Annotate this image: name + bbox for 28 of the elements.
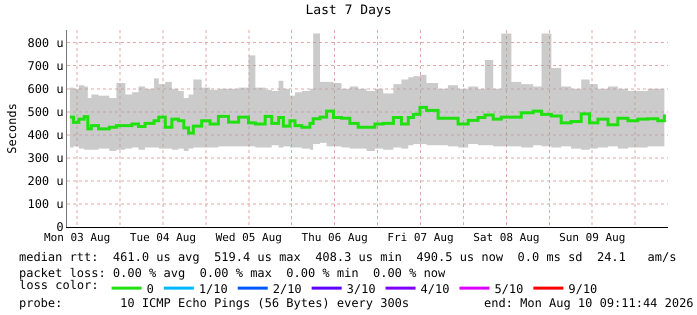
text: median rtt: 461.0 us avg 519.4 us max 408.3 us min 490.5 us now 0.0 ms sd 24.1 am/s — [19, 250, 676, 264]
legend-label: 1/10 — [198, 282, 228, 296]
x-tick-label: Sun 09 Aug — [559, 231, 626, 244]
legend-label: 4/10 — [420, 282, 450, 296]
x-tick-label: Sat 08 Aug — [473, 231, 540, 244]
x-tick-label: Fri 07 Aug — [387, 231, 454, 244]
y-tick-label: 600 u — [27, 82, 64, 96]
legend-label: 5/10 — [494, 282, 524, 296]
legend-label: 3/10 — [346, 282, 376, 296]
x-tick-label: Wed 05 Aug — [216, 231, 282, 244]
text: probe: 10 ICMP Echo Pings (56 Bytes) every 300s — [19, 296, 410, 310]
text: end: Mon Aug 10 09:11:44 2026 — [484, 296, 694, 310]
y-tick-label: 700 u — [27, 58, 64, 73]
y-axis-title: Seconds — [4, 103, 19, 154]
x-tick-label: Tue 04 Aug — [130, 231, 196, 244]
chart-title: Last 7 Days — [305, 2, 392, 18]
y-tick-label: 200 u — [27, 174, 64, 188]
legend-label: 2/10 — [272, 282, 302, 296]
y-tick-label: 100 u — [27, 197, 64, 212]
legend-label: 9/10 — [568, 282, 598, 296]
y-tick-label: 400 u — [27, 128, 64, 142]
text: packet loss: 0.00 % avg 0.00 % max 0.00 % min 0.00 % now — [19, 266, 446, 280]
y-tick-label: 300 u — [27, 151, 64, 166]
x-tick-label: Thu 06 Aug — [302, 231, 368, 244]
legend-label: 0 — [146, 282, 154, 296]
legend-title: loss color: — [19, 278, 99, 292]
y-tick-label: 500 u — [27, 105, 64, 119]
y-tick-label: 800 u — [27, 36, 64, 50]
